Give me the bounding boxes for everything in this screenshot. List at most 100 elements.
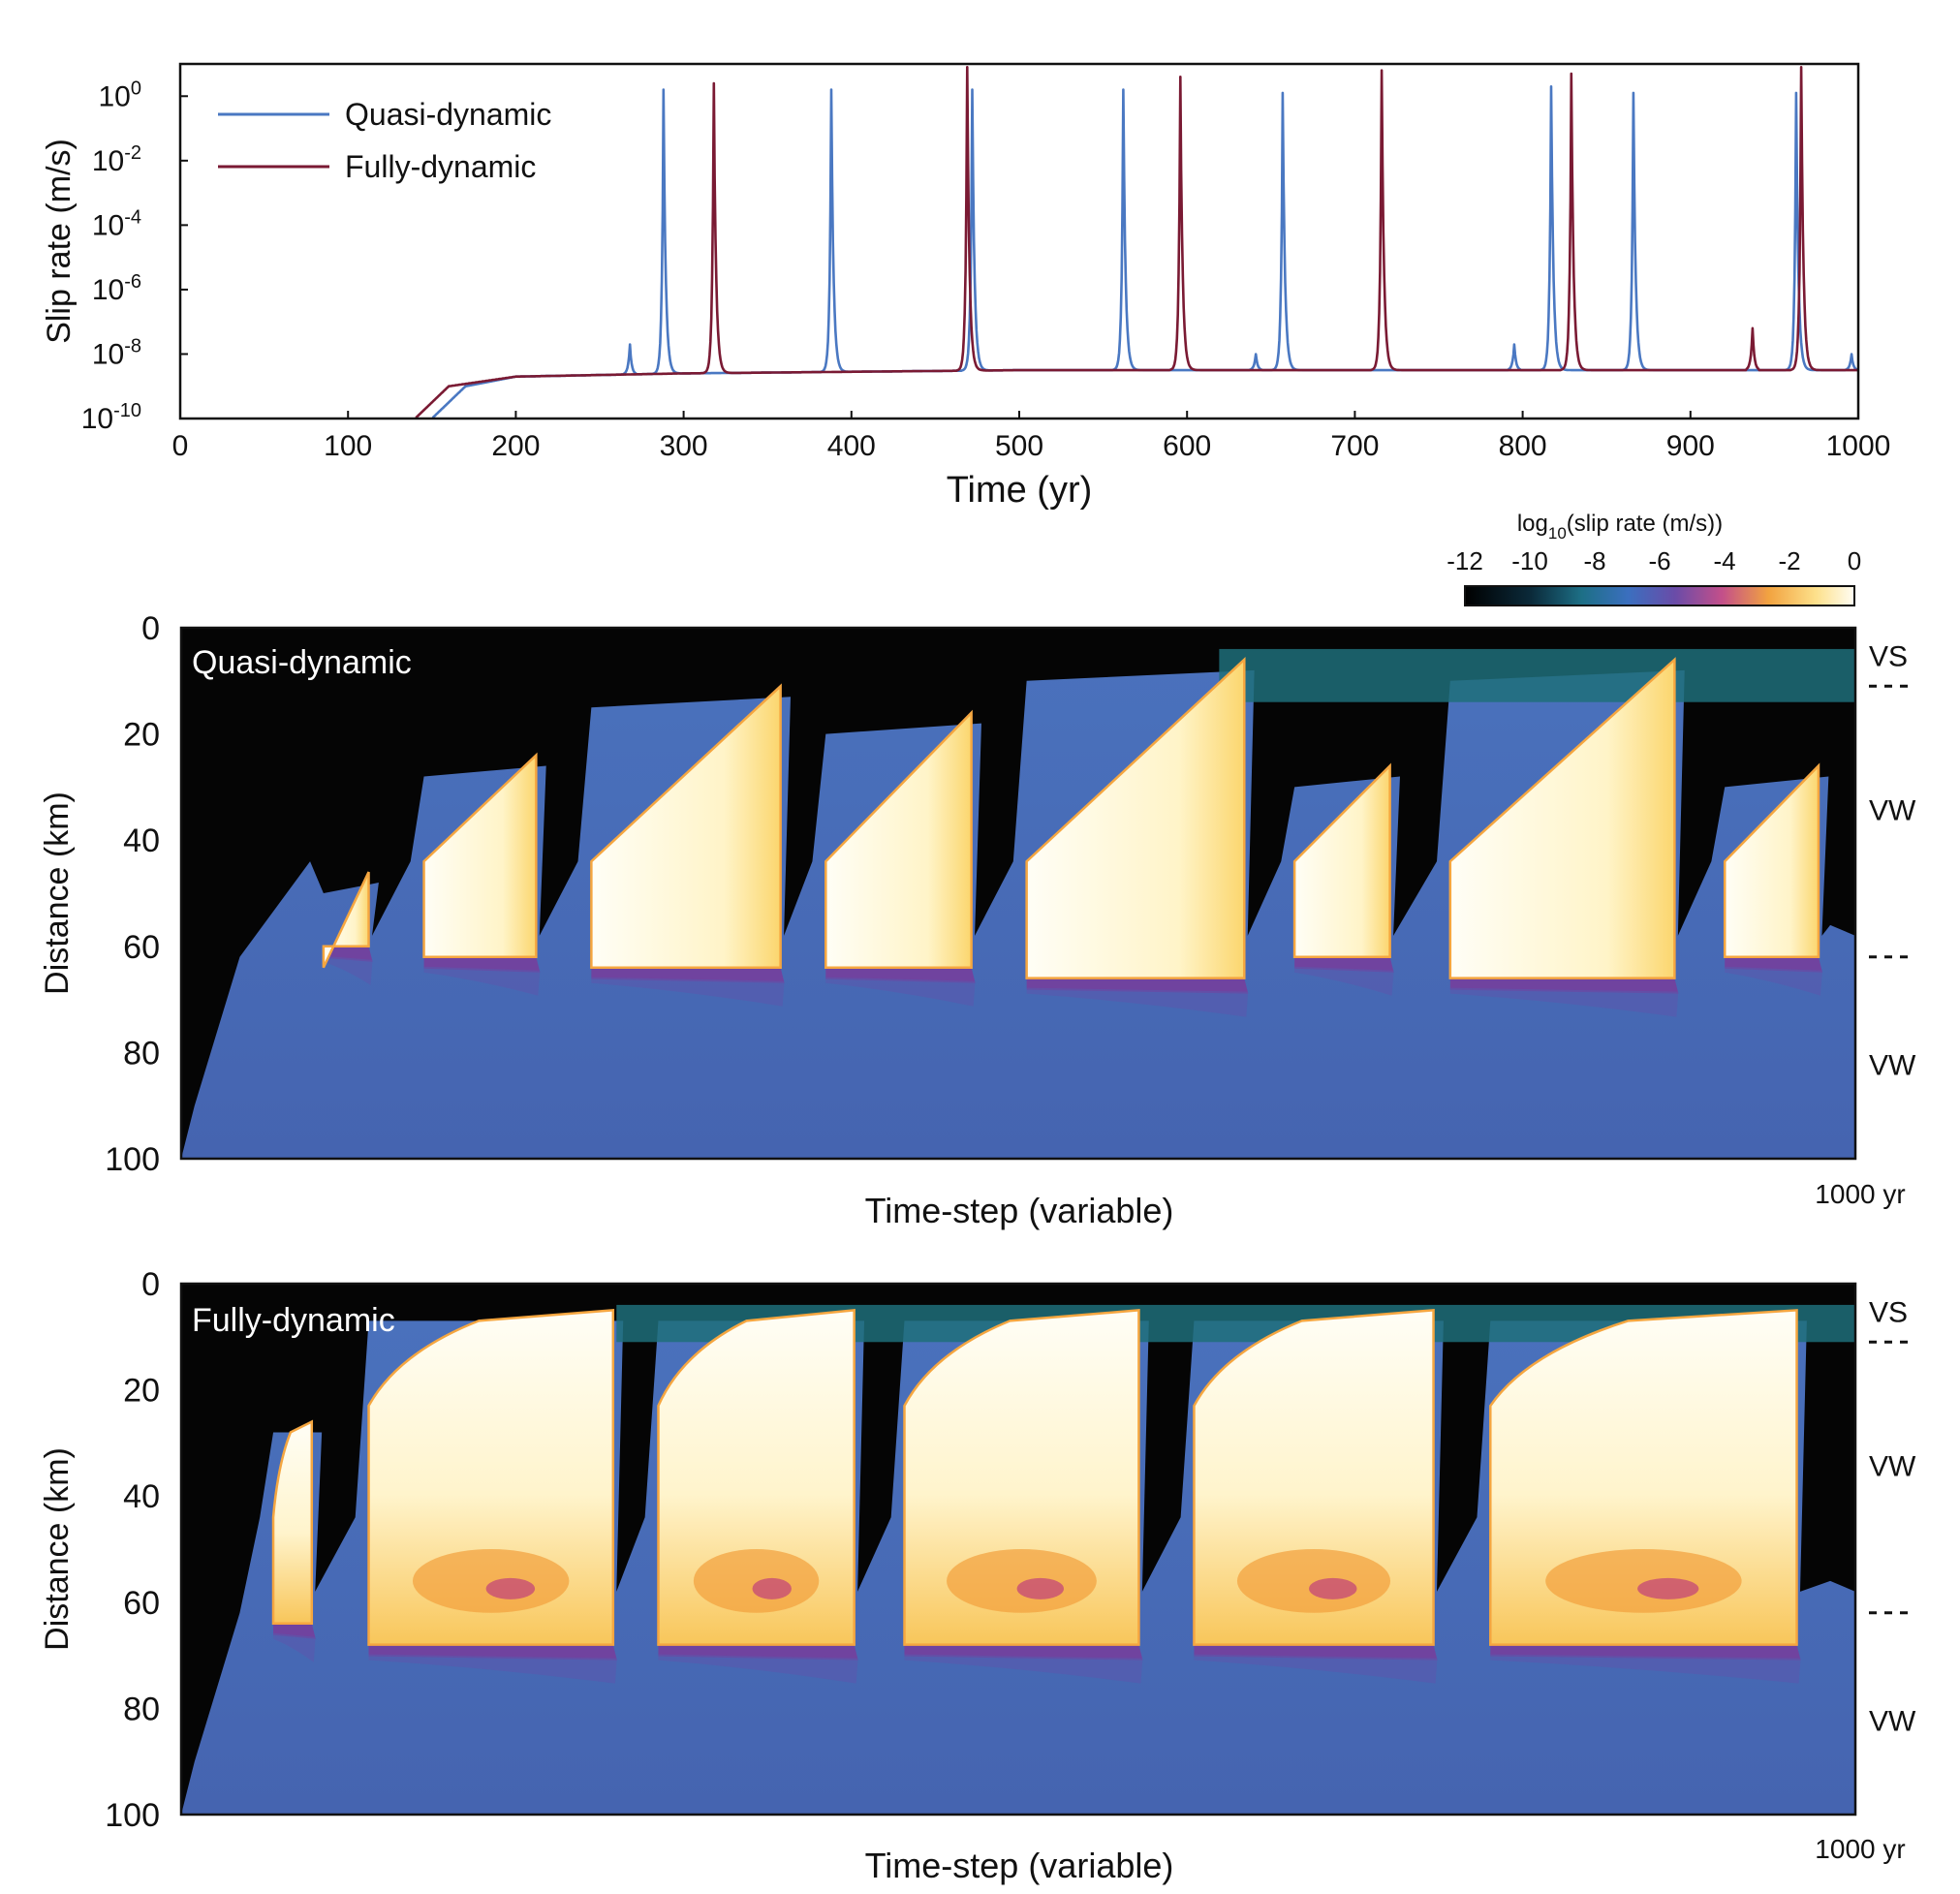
y-tick-exponent: -2 <box>124 142 141 164</box>
y-tick-exponent: -6 <box>124 271 141 293</box>
end-label: 1000 yr <box>1815 1179 1905 1209</box>
rupture-event <box>590 683 782 969</box>
afterslip-tail <box>323 955 373 985</box>
x-axis-label: Time-step (variable) <box>865 1846 1174 1885</box>
y-tick-base: 10 <box>92 274 124 306</box>
y-tick-base: 10 <box>81 403 113 435</box>
colorbar-tick-label: -8 <box>1583 546 1605 575</box>
x-tick-label: 700 <box>1330 430 1379 462</box>
high-slip-patch <box>412 1549 570 1613</box>
zone-label: VS <box>1869 640 1908 672</box>
x-tick-labels: 0 100 200 300 400 500 600 700 800 900 1000 <box>172 430 1891 462</box>
colorbar-bar <box>1464 585 1855 606</box>
y-tick-label: 10-2 <box>92 142 141 177</box>
colorbar-title: log10(slip rate (m/s)) <box>1517 511 1723 543</box>
x-tick-label: 0 <box>172 430 189 462</box>
afterslip-tail <box>1490 1654 1801 1684</box>
y-tick-label: 80 <box>123 1691 160 1727</box>
high-slip-core <box>752 1577 792 1599</box>
line-chart-series <box>415 66 1858 419</box>
line-chart-frame <box>178 62 1860 420</box>
colorbar: log10(slip rate (m/s)) -12 -10 -8 -6 -4 -2 0 <box>1447 511 1861 606</box>
high-slip-core <box>485 1577 536 1599</box>
rupture-event <box>824 709 973 969</box>
y-tick-label: 20 <box>123 1373 160 1410</box>
rupture-event <box>422 752 538 959</box>
rupture-event <box>1448 657 1676 979</box>
series-fully-line <box>415 66 1858 419</box>
y-tick-label: 10-4 <box>92 206 141 241</box>
rupture-event <box>657 1309 856 1646</box>
legend-label-fully: Fully-dynamic <box>345 149 536 184</box>
rupture-event <box>903 1309 1140 1646</box>
zone-label: VW <box>1869 1450 1916 1482</box>
panel-label: Fully-dynamic <box>192 1302 395 1339</box>
y-tick-base: 10 <box>92 145 124 177</box>
end-label: 1000 yr <box>1815 1834 1905 1864</box>
colorbar-tick-labels: -12 -10 -8 -6 -4 -2 0 <box>1447 546 1861 593</box>
rupture-event <box>322 871 370 969</box>
x-tick-label: 300 <box>660 430 708 462</box>
colorbar-tick-label: -2 <box>1778 546 1800 575</box>
afterslip-tail <box>591 977 785 1007</box>
high-slip-patch <box>947 1549 1097 1613</box>
afterslip-tail <box>368 1654 617 1684</box>
rupture-event <box>367 1309 615 1646</box>
rupture-event <box>1489 1309 1798 1646</box>
y-tick-labels: 0 20 40 60 80 100 <box>105 610 160 1178</box>
x-tick-label: 500 <box>995 430 1043 462</box>
line-chart: 0 100 200 300 400 500 600 700 800 900 1000 10010-2… <box>41 62 1891 511</box>
rupture-events <box>322 657 1822 1017</box>
heatmap-frame <box>179 626 1857 1161</box>
x-tick-label: 600 <box>1163 430 1211 462</box>
afterslip-tail <box>1194 1654 1438 1684</box>
high-slip-core <box>1309 1577 1357 1599</box>
y-tick-label: 100 <box>99 78 142 112</box>
y-tick-labels: 0 20 40 60 80 100 <box>105 1266 160 1834</box>
zone-labels: VS VW VW <box>1869 1296 1916 1737</box>
rupture-events <box>271 1309 1801 1684</box>
zone-label: VW <box>1869 1705 1916 1737</box>
y-tick-label: 10-8 <box>92 335 141 370</box>
x-tick-label: 100 <box>324 430 372 462</box>
zone-label: VW <box>1869 1049 1916 1081</box>
y-tick-label: 100 <box>105 1141 160 1178</box>
high-slip-patch <box>693 1549 820 1613</box>
zone-label: VS <box>1869 1296 1908 1328</box>
y-tick-label: 80 <box>123 1035 160 1071</box>
high-slip-core <box>1016 1577 1065 1599</box>
y-tick-base: 10 <box>92 338 124 370</box>
y-tick-exponent: -8 <box>124 335 141 357</box>
afterslip-tail <box>1026 987 1249 1017</box>
y-tick-base: 10 <box>92 209 124 241</box>
rupture-event <box>1193 1309 1435 1646</box>
afterslip-tail <box>1725 966 1822 996</box>
y-axis-label: Slip rate (m/s) <box>41 139 78 344</box>
series-quasi-line <box>431 85 1858 419</box>
high-slip-patch <box>1545 1549 1742 1613</box>
rupture-event <box>271 1419 314 1625</box>
y-tick-label: 0 <box>141 610 160 647</box>
y-axis-label: Distance (km) <box>39 792 76 995</box>
y-tick-label: 60 <box>123 929 160 966</box>
legend-label-quasi: Quasi-dynamic <box>345 97 551 132</box>
colorbar-tick-label: -4 <box>1713 546 1735 575</box>
y-tick-label: 20 <box>123 717 160 754</box>
colorbar-tick-label: -6 <box>1648 546 1670 575</box>
afterslip-tail <box>825 977 976 1007</box>
colorbar-tick-label: -10 <box>1511 546 1548 575</box>
panel-label: Quasi-dynamic <box>192 644 412 681</box>
y-tick-label: 0 <box>141 1266 160 1303</box>
y-tick-exponent: -10 <box>113 400 141 421</box>
colorbar-tick-label: -12 <box>1447 546 1483 575</box>
y-tick-label: 100 <box>105 1797 160 1834</box>
high-slip-patch <box>1236 1549 1391 1613</box>
y-tick-label: 10-6 <box>92 271 141 306</box>
y-tick-exponent: 0 <box>131 78 141 99</box>
afterslip-tail <box>273 1632 316 1662</box>
locked-region <box>181 628 1855 1159</box>
colorbar-tick-label: 0 <box>1848 546 1861 575</box>
heatmap-frame <box>179 1282 1857 1816</box>
x-tick-label: 800 <box>1499 430 1547 462</box>
afterslip-tail <box>904 1654 1143 1684</box>
